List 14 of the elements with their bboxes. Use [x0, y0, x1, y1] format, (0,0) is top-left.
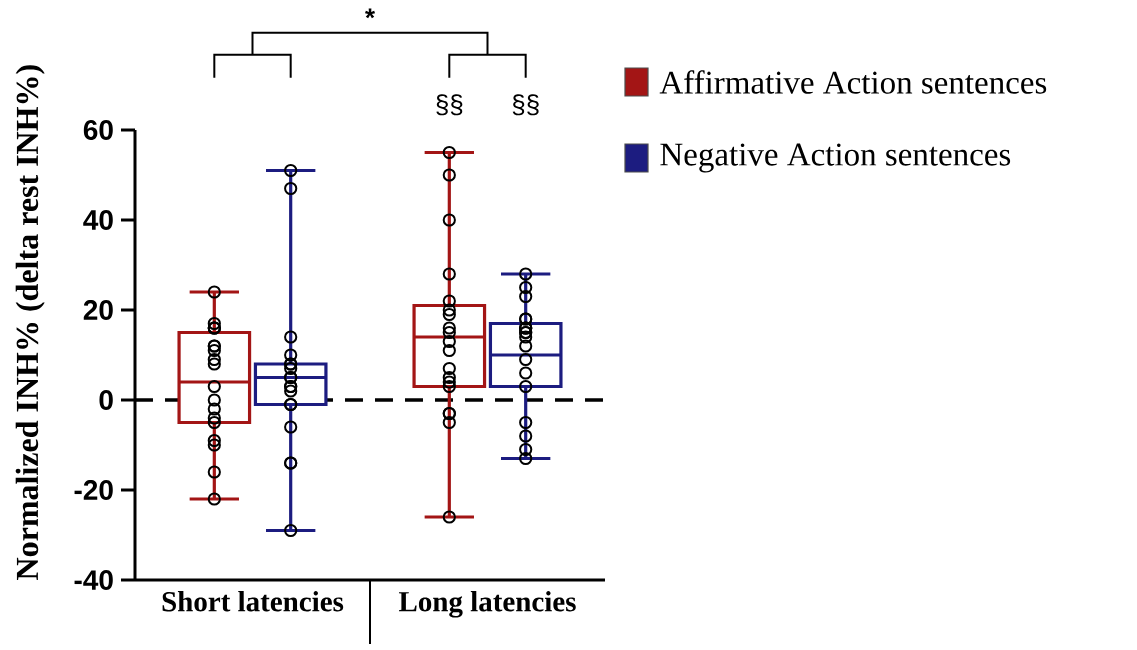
- x-tick-label: Short latencies: [162, 591, 344, 612]
- y-tick-label: 40: [83, 210, 113, 230]
- legend-label: Negative Action sentences: [660, 143, 1011, 173]
- text: *: [365, 8, 376, 19]
- text: §§: [512, 94, 539, 116]
- text: §§: [436, 94, 463, 116]
- y-axis-title: Normalized INH% (delta rest INH%): [15, 65, 45, 580]
- y-tick-label: -20: [74, 480, 113, 500]
- y-tick-label: -40: [74, 570, 113, 590]
- y-tick-label: 0: [99, 390, 113, 410]
- x-tick-label: Long latencies: [398, 591, 576, 618]
- y-tick-label: 60: [83, 120, 113, 140]
- legend-label: Affirmative Action sentences: [659, 70, 1047, 94]
- y-tick-label: 20: [83, 300, 113, 320]
